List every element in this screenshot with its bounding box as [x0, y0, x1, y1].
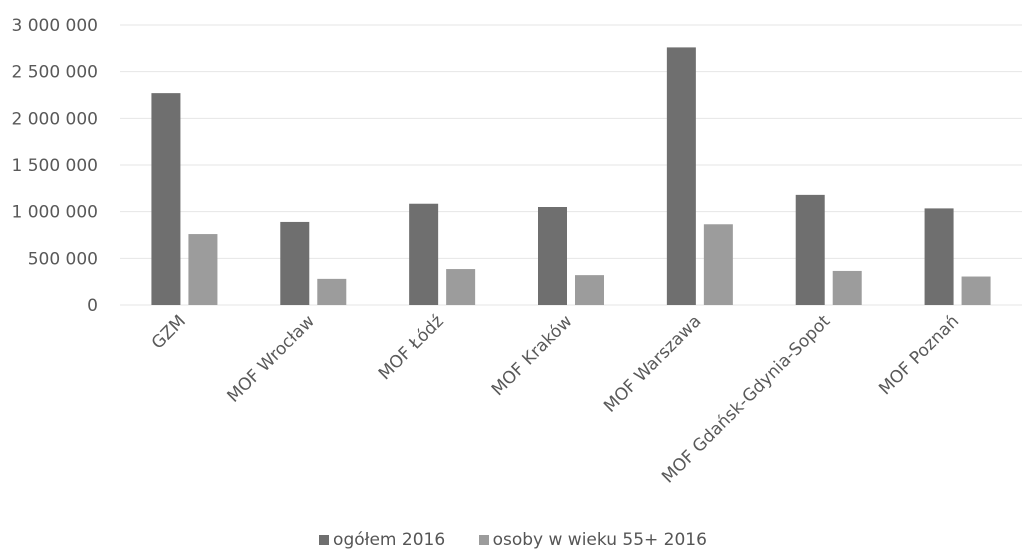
bar-osoby-55plus-1 [317, 278, 347, 305]
bar-osoby-55plus-0 [188, 234, 218, 305]
bar-ogolem-0 [151, 93, 181, 305]
x-tick-label: GZM [148, 311, 190, 353]
x-tick-label: MOF Poznań [875, 311, 963, 399]
y-tick-label: 1 000 000 [11, 203, 98, 223]
legend-swatch-icon [478, 535, 489, 545]
bars [151, 47, 991, 306]
y-tick-label: 3 000 000 [11, 16, 98, 36]
bar-ogolem-5 [795, 194, 825, 305]
legend: ogółem 2016 osoby w wieku 55+ 2016 [0, 530, 1026, 550]
bar-ogolem-6 [924, 208, 954, 305]
x-axis: GZM MOF Wrocław MOF Łódź MOF Kraków MOF Wars… [148, 311, 963, 487]
y-tick-label: 500 000 [28, 249, 98, 269]
x-tick-label: MOF Kraków [488, 311, 577, 400]
x-tick-label: MOF Wrocław [224, 311, 319, 406]
y-tick-label: 0 [87, 296, 98, 316]
bar-ogolem-4 [666, 47, 696, 306]
bar-ogolem-1 [280, 221, 310, 305]
bar-osoby-55plus-3 [575, 275, 604, 305]
bar-ogolem-3 [538, 207, 567, 305]
y-tick-label: 2 500 000 [11, 63, 98, 83]
bar-osoby-55plus-4 [703, 224, 733, 305]
legend-label: osoby w wieku 55+ 2016 [492, 530, 707, 550]
bar-ogolem-2 [409, 203, 439, 305]
y-tick-label: 2 000 000 [11, 109, 98, 129]
x-tick-label: MOF Warszawa [600, 311, 705, 416]
y-axis: 0 500 000 1 000 000 1 500 000 2 000 000 2 500… [11, 16, 98, 316]
legend-label: ogółem 2016 [333, 530, 446, 550]
bar-osoby-55plus-2 [446, 269, 476, 305]
bar-osoby-55plus-6 [961, 276, 991, 305]
x-tick-label: MOF Łódź [375, 311, 448, 384]
gridlines [120, 24, 1022, 306]
y-tick-label: 1 500 000 [11, 156, 98, 176]
legend-item-series-1: ogółem 2016 [319, 530, 445, 550]
legend-item-series-2: osoby w wieku 55+ 2016 [478, 530, 707, 550]
legend-swatch-icon [319, 535, 330, 545]
bar-osoby-55plus-5 [832, 270, 862, 305]
